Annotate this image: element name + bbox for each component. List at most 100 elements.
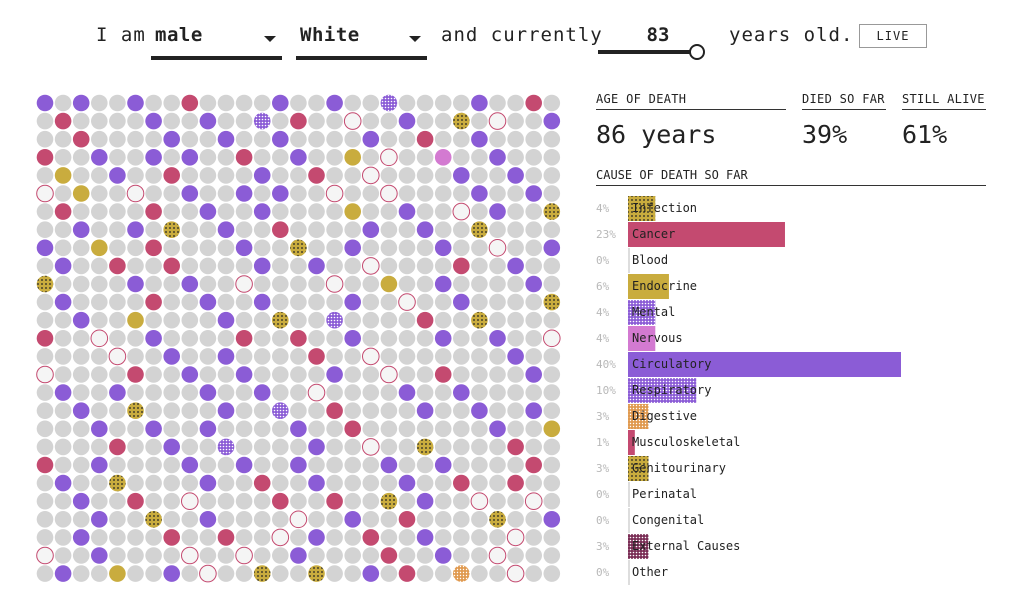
person-dot-cancer xyxy=(290,330,307,347)
live-button[interactable]: LIVE xyxy=(859,24,927,48)
person-dot-alive xyxy=(91,438,108,456)
person-dot-circulatory xyxy=(199,112,217,130)
person-dot-alive xyxy=(380,203,398,220)
person-dot-alive xyxy=(127,293,144,311)
person-dot-circulatory xyxy=(471,402,488,420)
person-dot-alive xyxy=(163,547,180,564)
person-dot-alive xyxy=(127,112,144,130)
person-dot-ring xyxy=(36,546,54,565)
person-dot-alive xyxy=(362,293,380,311)
person-dot-ring xyxy=(325,184,344,203)
person-dot-cancer xyxy=(253,474,271,492)
person-dot-ring xyxy=(362,257,380,275)
person-dot-alive xyxy=(344,185,362,202)
person-dot-alive xyxy=(326,257,343,275)
person-dot-alive xyxy=(36,167,54,184)
person-dot-cancer xyxy=(163,529,180,546)
person-dot-alive xyxy=(326,130,343,148)
person-dot-endocrine xyxy=(72,185,90,202)
person-dot-alive xyxy=(272,420,289,438)
age-slider[interactable]: 83 xyxy=(598,24,718,60)
person-dot-alive xyxy=(272,565,289,582)
person-dot-texture xyxy=(272,402,289,420)
person-dot-endocrine xyxy=(127,311,144,329)
person-dot-circulatory xyxy=(72,311,90,329)
person-dot-ring xyxy=(271,528,290,547)
person-dot-alive xyxy=(235,438,253,456)
person-dot-alive xyxy=(380,221,398,238)
person-dot-alive xyxy=(235,311,253,329)
bar-percent-label: 6% xyxy=(596,280,610,293)
person-dot-alive xyxy=(145,474,162,492)
person-dot-circulatory xyxy=(109,167,126,184)
person-dot-ring xyxy=(199,564,217,583)
person-dot-alive xyxy=(489,366,506,383)
person-dot-cancer xyxy=(362,529,380,546)
person-dot-alive xyxy=(398,275,416,293)
race-select[interactable]: White xyxy=(296,24,427,60)
bar-category-label: Blood xyxy=(632,253,668,267)
person-dot-ring xyxy=(289,510,308,529)
person-dot-circulatory xyxy=(362,565,380,582)
person-dot-alive xyxy=(145,366,162,383)
person-dot-alive xyxy=(453,275,470,293)
chevron-down-icon xyxy=(409,36,421,42)
still-alive-value: 61% xyxy=(902,120,948,149)
person-dot-ring xyxy=(362,438,380,456)
person-dot-circulatory xyxy=(127,275,144,293)
person-dot-alive xyxy=(253,366,271,383)
person-dot-alive xyxy=(272,203,289,220)
person-dot-alive xyxy=(434,348,452,365)
person-dot-cancer xyxy=(344,420,362,438)
person-dot-alive xyxy=(145,348,162,365)
person-dot-alive xyxy=(199,185,217,202)
person-dot-alive xyxy=(308,239,325,257)
person-dot-alive xyxy=(489,311,506,329)
person-dot-alive xyxy=(163,330,180,347)
person-dot-circulatory xyxy=(36,239,54,257)
person-dot-alive xyxy=(217,330,235,347)
person-dot-alive xyxy=(109,420,126,438)
person-dot-alive xyxy=(199,456,217,474)
person-dot-alive xyxy=(453,511,470,528)
person-dot-alive xyxy=(145,275,162,293)
person-dot-alive xyxy=(471,565,488,582)
age-slider-track[interactable] xyxy=(598,50,698,54)
person-dot-alive xyxy=(525,348,542,365)
person-dot-alive xyxy=(326,438,343,456)
age-slider-handle[interactable] xyxy=(689,44,705,60)
person-dot-texture xyxy=(380,492,398,510)
person-dot-alive xyxy=(344,311,362,329)
person-dot-alive xyxy=(434,221,452,238)
person-dot-alive xyxy=(308,94,325,112)
person-dot-alive xyxy=(543,149,561,166)
person-dot-cancer xyxy=(416,311,434,329)
bar-percent-label: 4% xyxy=(596,332,610,345)
person-dot-alive xyxy=(326,203,343,220)
bar-percent-label: 0% xyxy=(596,514,610,527)
person-dot-ring xyxy=(506,564,525,583)
person-dot-alive xyxy=(398,492,416,510)
cause-of-death-chart: 4% Infection 23% Cancer 0% Blood 6% Endocrine 4%… xyxy=(596,196,901,585)
person-dot-alive xyxy=(471,384,488,401)
person-dot-alive xyxy=(127,456,144,474)
person-dot-alive xyxy=(416,511,434,528)
sex-select[interactable]: male xyxy=(151,24,282,60)
person-dot-alive xyxy=(344,402,362,420)
person-dot-circulatory xyxy=(199,474,217,492)
bar-category-label: Genitourinary xyxy=(632,461,726,475)
person-dot-alive xyxy=(416,384,434,401)
person-dot-alive xyxy=(290,257,307,275)
person-dot-alive xyxy=(253,420,271,438)
person-dot-alive xyxy=(181,203,199,220)
bar-congenital xyxy=(628,508,630,533)
person-dot-ring xyxy=(362,347,380,366)
person-dot-alive xyxy=(326,565,343,582)
person-dot-circulatory xyxy=(416,529,434,546)
person-dot-alive xyxy=(217,185,235,202)
person-dot-cancer xyxy=(235,330,253,347)
person-dot-alive xyxy=(326,239,343,257)
person-dot-circulatory xyxy=(199,293,217,311)
person-dot-alive xyxy=(127,149,144,166)
person-dot-alive xyxy=(272,257,289,275)
